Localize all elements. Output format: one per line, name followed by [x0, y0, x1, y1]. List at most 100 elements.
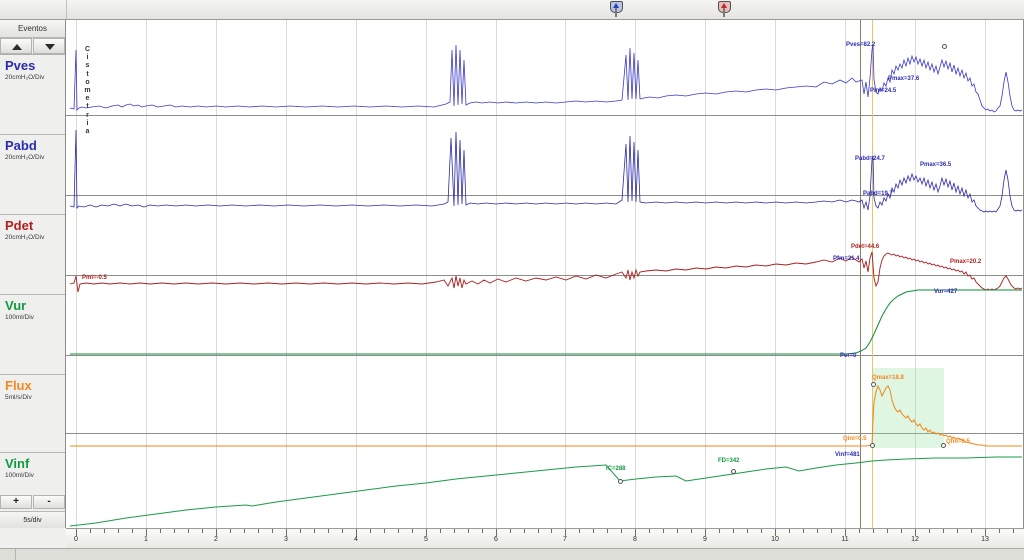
ic-marker[interactable] [618, 479, 623, 484]
ruler-minor-tick [929, 529, 930, 533]
grid-vline [496, 20, 497, 528]
qini-marker[interactable] [870, 443, 875, 448]
ruler-minor-tick [188, 529, 189, 533]
grid-dot-row [66, 43, 1024, 45]
grid-dot-row [66, 67, 1024, 69]
ruler-minor-tick [943, 529, 944, 533]
annotation-pabd-b[interactable]: Pabd=19.7 [863, 191, 893, 197]
secondary-cursor[interactable] [872, 20, 873, 528]
band-separator [66, 275, 1024, 276]
ruler-minor-tick [789, 529, 790, 533]
ruler-minor-tick [817, 529, 818, 533]
annotation-vinf[interactable]: Vinf=481 [835, 452, 860, 458]
ruler-tick-label: 4 [354, 536, 358, 543]
grid-dot-row [66, 215, 1024, 216]
grid-vline [356, 20, 357, 528]
ruler-major-tick [146, 529, 147, 536]
ruler-minor-tick [510, 529, 511, 533]
ruler-major-tick [565, 529, 566, 536]
ruler-tick-label: 8 [633, 536, 637, 543]
ruler-tick-label: 3 [284, 536, 288, 543]
annotation-qmax[interactable]: Qmax=18.8 [872, 375, 904, 381]
qfin-marker[interactable] [941, 443, 946, 448]
event-marker-red-icon[interactable] [717, 1, 733, 18]
annotation-fd[interactable]: FD=342 [718, 458, 740, 464]
ruler-minor-tick [384, 529, 385, 533]
ruler-minor-tick [971, 529, 972, 533]
channel-name: Vinf [5, 456, 30, 471]
grid-vline [565, 20, 566, 528]
scroll-down-button[interactable] [33, 38, 65, 54]
ruler-minor-tick [831, 529, 832, 533]
event-toolbar [0, 0, 1024, 20]
status-bar [0, 548, 1024, 560]
ruler-major-tick [496, 529, 497, 536]
event-marker-blue-icon[interactable] [609, 1, 625, 18]
zoom-in-button[interactable]: + [0, 495, 32, 509]
time-scale-label[interactable]: 5s/div [0, 511, 65, 528]
ruler-major-tick [286, 529, 287, 536]
annotation-qini[interactable]: Qini=0.5 [843, 436, 867, 442]
ruler-minor-tick [677, 529, 678, 533]
channel-label-vur[interactable]: Vur 100ml/Div [0, 295, 65, 375]
grid-layer [66, 20, 1024, 528]
ruler-minor-tick [649, 529, 650, 533]
ruler-minor-tick [230, 529, 231, 533]
scroll-up-button[interactable] [0, 38, 32, 54]
status-cell [0, 549, 16, 560]
ruler-minor-tick [524, 529, 525, 533]
ruler-tick-label: 6 [494, 536, 498, 543]
qmax-marker[interactable] [871, 382, 876, 387]
zoom-out-button[interactable]: - [33, 495, 65, 509]
grid-dot-row [66, 504, 1024, 506]
annotation-pdet-pfm[interactable]: Pfm=21.4 [833, 256, 860, 262]
annotation-pabd-pmax[interactable]: Pmax=36.5 [920, 162, 952, 168]
ruler-minor-tick [300, 529, 301, 533]
ruler-minor-tick [887, 529, 888, 533]
channel-name: Flux [5, 378, 32, 393]
channel-name: Vur [5, 298, 27, 313]
ruler-minor-tick [901, 529, 902, 533]
channel-label-vinf[interactable]: Vinf 100ml/Div [0, 453, 65, 510]
ruler-minor-tick [118, 529, 119, 533]
ruler-tick-label: 1 [144, 536, 148, 543]
annotation-pdet[interactable]: Pdet=44.6 [851, 244, 880, 250]
grid-dot-row [66, 135, 1024, 136]
channel-label-flux[interactable]: Flux 5ml/s/Div [0, 375, 65, 453]
annotation-pves-pini[interactable]: Pini=24.5 [870, 88, 897, 94]
time-cursor[interactable] [860, 20, 861, 528]
events-header[interactable]: Eventos [0, 20, 65, 38]
ruler-tick-label: 10 [771, 536, 779, 543]
channel-label-pabd[interactable]: Pabd 20cmH₂O/Div [0, 135, 65, 215]
annotation-pdet-pmi[interactable]: Pmi=-0.5 [82, 275, 107, 281]
ruler-minor-tick [999, 529, 1000, 533]
channel-unit: 20cmH₂O/Div [5, 234, 45, 241]
annotation-ic[interactable]: IC=288 [606, 466, 626, 472]
ruler-tick-label: 12 [911, 536, 919, 543]
annotation-pves[interactable]: Pves=82.2 [846, 42, 876, 48]
pves-peak-marker[interactable] [942, 44, 947, 49]
ruler-major-tick [915, 529, 916, 536]
annotation-pves-pmax[interactable]: Pmax=37.6 [888, 76, 920, 82]
ruler-minor-tick [258, 529, 259, 533]
ruler-tick-label: 5 [424, 536, 428, 543]
channel-unit: 100ml/Div [5, 314, 34, 321]
annotation-pabd-a[interactable]: Pabd=24.7 [855, 156, 885, 162]
ruler-minor-tick [342, 529, 343, 533]
fd-marker[interactable] [731, 469, 736, 474]
annotation-pdet-pmax[interactable]: Pmax=20.2 [950, 259, 982, 265]
time-ruler[interactable]: 0 1 2 3 4 5 6 7 8 9 10 11 12 13 [66, 528, 1024, 548]
channel-label-pves[interactable]: Pves 20cmH₂O/Div [0, 55, 65, 135]
ruler-minor-tick [454, 529, 455, 533]
channel-label-pdet[interactable]: Pdet 20cmH₂O/Div [0, 215, 65, 295]
annotation-vur[interactable]: Vur=427 [934, 289, 958, 295]
ruler-minor-tick [174, 529, 175, 533]
ruler-tick-label: 9 [703, 536, 707, 543]
grid-vline [705, 20, 706, 528]
ruler-minor-tick [482, 529, 483, 533]
annotation-per[interactable]: Per=0 [840, 353, 857, 359]
annotation-qfin[interactable]: Qfin=0.5 [946, 439, 970, 445]
